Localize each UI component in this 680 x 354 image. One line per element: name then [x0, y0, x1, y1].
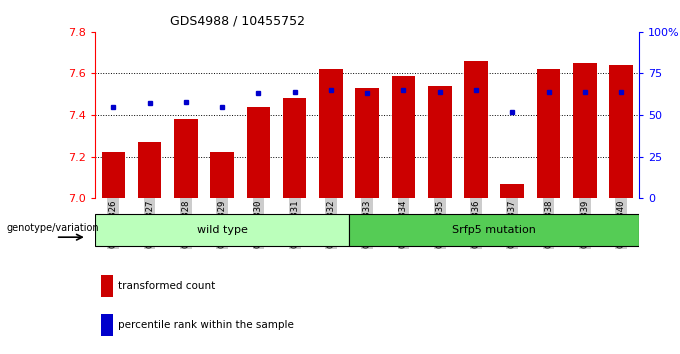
Bar: [174, 119, 198, 198]
Text: percentile rank within the sample: percentile rank within the sample: [118, 320, 294, 330]
Bar: [537, 69, 560, 198]
Bar: [464, 61, 488, 198]
FancyBboxPatch shape: [95, 214, 349, 246]
Text: transformed count: transformed count: [118, 281, 216, 291]
Bar: [428, 86, 452, 198]
Bar: [500, 184, 524, 198]
Bar: [210, 153, 234, 198]
Bar: [392, 75, 415, 198]
Bar: [283, 98, 307, 198]
Bar: [101, 153, 125, 198]
Bar: [138, 142, 161, 198]
Text: Srfp5 mutation: Srfp5 mutation: [452, 225, 536, 235]
Bar: [101, 314, 113, 336]
Bar: [573, 63, 596, 198]
Bar: [356, 88, 379, 198]
Text: GDS4988 / 10455752: GDS4988 / 10455752: [170, 14, 305, 27]
Bar: [247, 107, 270, 198]
Bar: [319, 69, 343, 198]
FancyBboxPatch shape: [349, 214, 639, 246]
Text: wild type: wild type: [197, 225, 248, 235]
Text: genotype/variation: genotype/variation: [7, 223, 99, 233]
Bar: [609, 65, 633, 198]
Bar: [101, 275, 113, 297]
